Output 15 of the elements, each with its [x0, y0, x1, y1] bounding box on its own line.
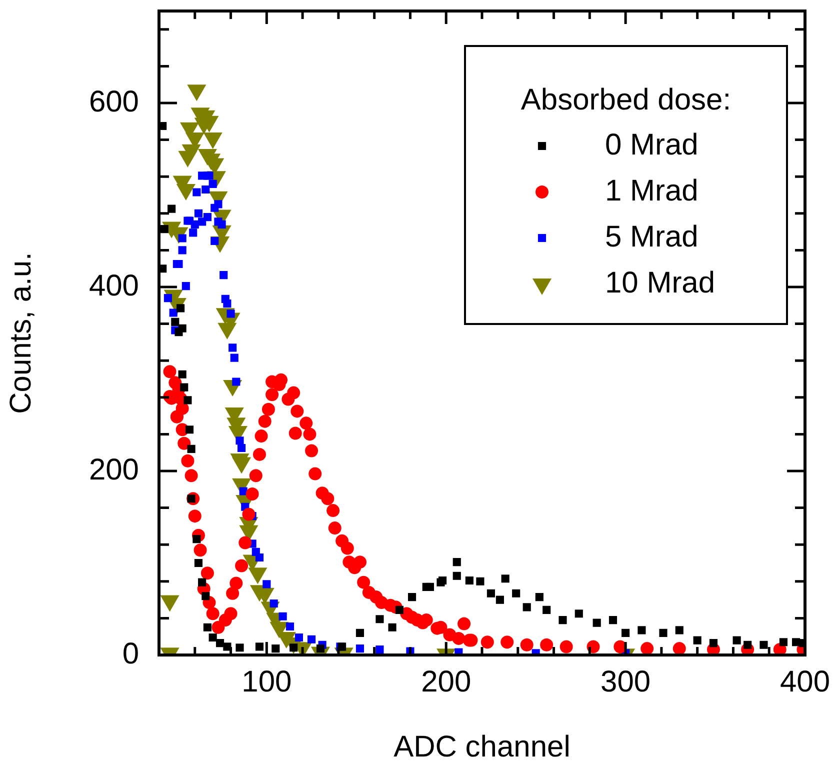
y-tick-label: 400 — [88, 269, 139, 302]
y-tick-label: 0 — [122, 637, 139, 670]
legend-label: 0 Mrad — [605, 128, 698, 162]
y-tick-label: 200 — [88, 453, 139, 486]
legend-label: 10 Mrad — [605, 266, 716, 300]
legend-label: 1 Mrad — [605, 174, 698, 208]
x-tick-label: 300 — [600, 665, 651, 698]
legend-label: 5 Mrad — [605, 220, 698, 254]
y-axis-title: Counts, a.u. — [4, 252, 38, 414]
legend-title: Absorbed dose: — [520, 83, 732, 116]
y-tick-label: 600 — [88, 85, 139, 118]
x-tick-label: 100 — [242, 665, 292, 698]
x-tick-label: 200 — [421, 665, 472, 698]
x-tick-label: 400 — [780, 665, 830, 698]
x-axis-title: ADC channel — [394, 730, 570, 764]
